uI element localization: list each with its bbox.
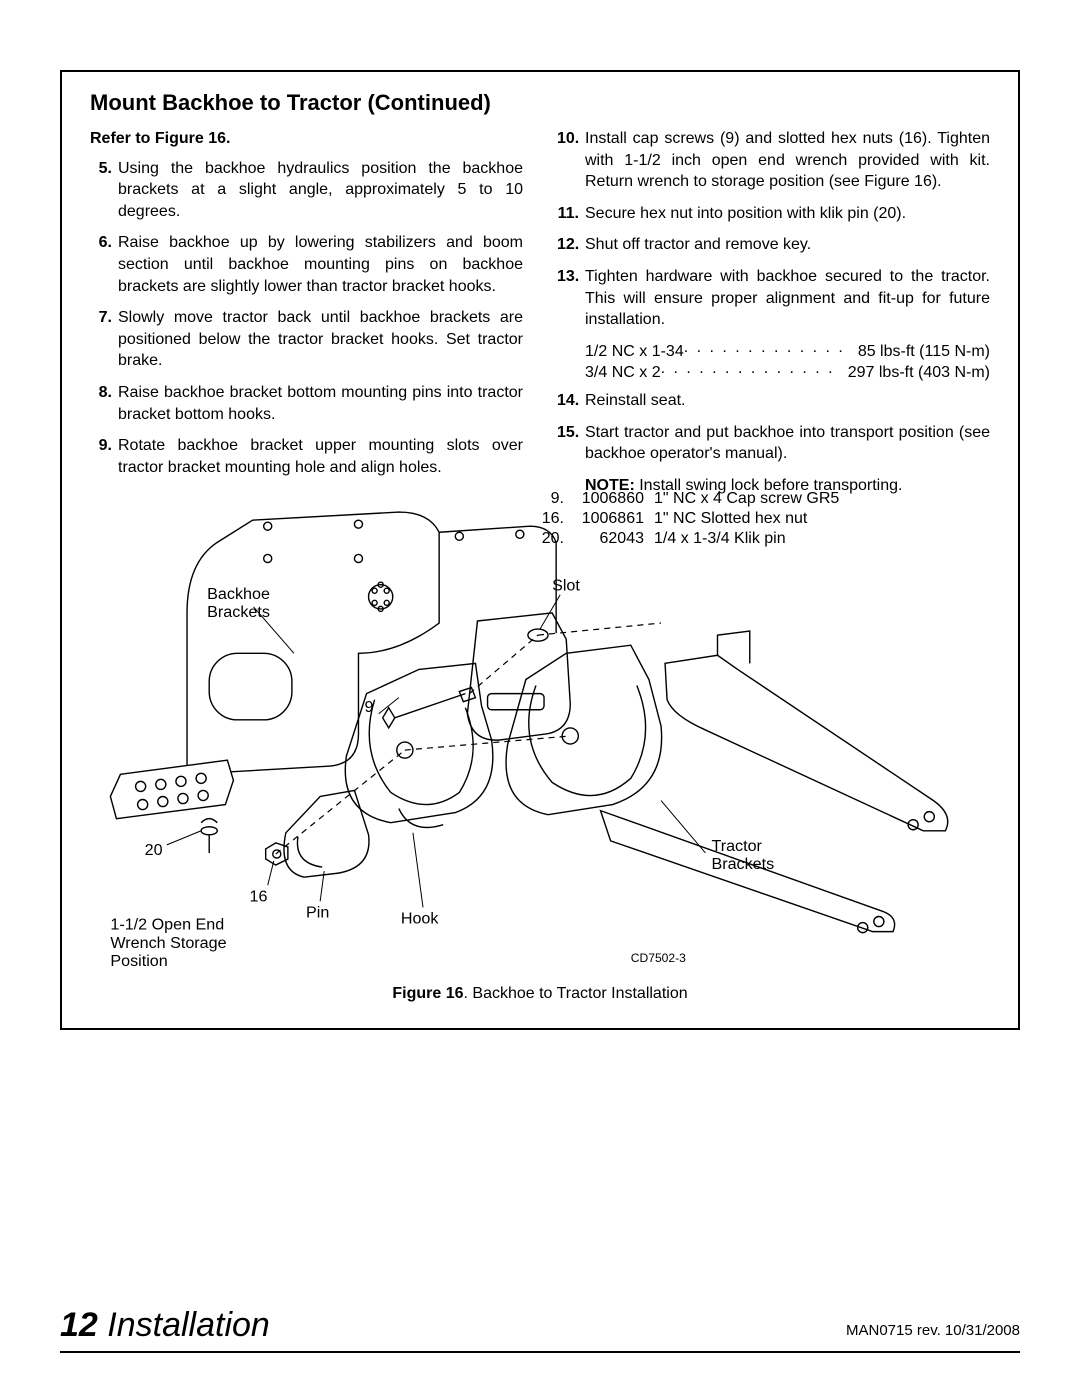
- label-tractor-2: Brackets: [711, 855, 774, 873]
- step-item: 14.Reinstall seat.: [557, 390, 990, 412]
- step-item: 6.Raise backhoe up by lowering stabilize…: [90, 232, 523, 297]
- drawing-id: CD7502-3: [631, 951, 686, 965]
- label-tractor-1: Tractor: [711, 837, 762, 855]
- step-number: 6.: [90, 232, 118, 297]
- label-pin: Pin: [306, 904, 329, 922]
- right-column: 10.Install cap screws (9) and slotted he…: [557, 128, 990, 496]
- step-number: 12.: [557, 234, 585, 256]
- footer-section: Installation: [107, 1306, 270, 1344]
- part-desc: 1" NC Slotted hex nut: [654, 510, 880, 528]
- step-item: 8.Raise backhoe bracket bottom mounting …: [90, 382, 523, 425]
- torque-row: 1/2 NC x 1-34 85 lbs-ft (115 N-m): [585, 341, 990, 363]
- step-number: 5.: [90, 158, 118, 223]
- label-20: 20: [145, 841, 163, 859]
- two-column-body: Refer to Figure 16. 5.Using the backhoe …: [90, 128, 990, 496]
- part-desc: 1" NC x 4 Cap screw GR5: [654, 490, 880, 508]
- step-text: Using the backhoe hydraulics position th…: [118, 158, 523, 223]
- left-step-list: 5.Using the backhoe hydraulics position …: [90, 158, 523, 479]
- part-num: 16.: [540, 510, 570, 528]
- step-number: 10.: [557, 128, 585, 193]
- torque-value: 85 lbs-ft (115 N-m): [852, 341, 990, 363]
- step-number: 13.: [557, 266, 585, 331]
- step-item: 13.Tighten hardware with backhoe secured…: [557, 266, 990, 331]
- step-item: 9.Rotate backhoe bracket upper mounting …: [90, 435, 523, 478]
- page-footer: 12 Installation MAN0715 rev. 10/31/2008: [60, 1293, 1020, 1353]
- step-item: 7.Slowly move tractor back until backhoe…: [90, 307, 523, 372]
- step-text: Raise backhoe bracket bottom mounting pi…: [118, 382, 523, 425]
- figure-caption-text: . Backhoe to Tractor Installation: [464, 985, 688, 1002]
- step-number: 15.: [557, 422, 585, 465]
- section-title: Mount Backhoe to Tractor (Continued): [90, 90, 990, 116]
- part-code: 62043: [570, 530, 654, 548]
- manual-page: Mount Backhoe to Tractor (Continued) Ref…: [0, 0, 1080, 1397]
- right-step-list-b: 14.Reinstall seat.15.Start tractor and p…: [557, 390, 990, 465]
- torque-lead: 1/2 NC x 1-34: [585, 341, 684, 363]
- step-number: 11.: [557, 203, 585, 225]
- label-backhoe-brackets-1: Backhoe: [207, 585, 270, 603]
- footer-left: 12 Installation: [60, 1306, 270, 1345]
- part-row: 20.620431/4 x 1-3/4 Klik pin: [540, 530, 880, 548]
- step-text: Raise backhoe up by lowering stabilizers…: [118, 232, 523, 297]
- exploded-diagram: Backhoe Brackets Slot 9 20 16 Pin Hook T…: [90, 502, 990, 976]
- step-item: 5.Using the backhoe hydraulics position …: [90, 158, 523, 223]
- part-num: 9.: [540, 490, 570, 508]
- part-num: 20.: [540, 530, 570, 548]
- step-text: Tighten hardware with backhoe secured to…: [585, 266, 990, 331]
- torque-dots: [684, 341, 852, 363]
- torque-dots: [661, 362, 842, 384]
- label-wrench-2: Wrench Storage: [110, 934, 226, 952]
- step-item: 10.Install cap screws (9) and slotted he…: [557, 128, 990, 193]
- label-wrench-3: Position: [110, 952, 167, 970]
- step-text: Install cap screws (9) and slotted hex n…: [585, 128, 990, 193]
- step-text: Slowly move tractor back until backhoe b…: [118, 307, 523, 372]
- footer-page-number: 12: [60, 1306, 98, 1344]
- torque-lead: 3/4 NC x 2: [585, 362, 661, 384]
- refer-line: Refer to Figure 16.: [90, 128, 523, 150]
- label-9: 9: [365, 698, 374, 716]
- step-text: Start tractor and put backhoe into trans…: [585, 422, 990, 465]
- label-backhoe-brackets-2: Brackets: [207, 603, 270, 621]
- part-code: 1006861: [570, 510, 654, 528]
- label-slot: Slot: [552, 577, 580, 595]
- step-item: 12.Shut off tractor and remove key.: [557, 234, 990, 256]
- part-row: 9.10068601" NC x 4 Cap screw GR5: [540, 490, 880, 508]
- step-text: Secure hex nut into position with klik p…: [585, 203, 990, 225]
- step-item: 11.Secure hex nut into position with kli…: [557, 203, 990, 225]
- step-item: 15.Start tractor and put backhoe into tr…: [557, 422, 990, 465]
- torque-spec-block: 1/2 NC x 1-3485 lbs-ft (115 N-m)3/4 NC x…: [585, 341, 990, 384]
- figure-caption: Figure 16. Backhoe to Tractor Installati…: [90, 985, 990, 1003]
- step-number: 8.: [90, 382, 118, 425]
- right-step-list-a: 10.Install cap screws (9) and slotted he…: [557, 128, 990, 331]
- part-desc: 1/4 x 1-3/4 Klik pin: [654, 530, 880, 548]
- content-frame: Mount Backhoe to Tractor (Continued) Ref…: [60, 70, 1020, 1030]
- parts-list: 9.10068601" NC x 4 Cap screw GR5 16.10068…: [540, 490, 880, 550]
- label-hook: Hook: [401, 910, 440, 928]
- step-number: 14.: [557, 390, 585, 412]
- step-text: Shut off tractor and remove key.: [585, 234, 990, 256]
- figure-area: 9.10068601" NC x 4 Cap screw GR516.10068…: [90, 502, 990, 1004]
- torque-value: 297 lbs-ft (403 N-m): [842, 362, 990, 384]
- left-column: Refer to Figure 16. 5.Using the backhoe …: [90, 128, 523, 496]
- step-number: 7.: [90, 307, 118, 372]
- torque-row: 3/4 NC x 2 297 lbs-ft (403 N-m): [585, 362, 990, 384]
- figure-caption-label: Figure 16: [392, 985, 463, 1002]
- step-number: 9.: [90, 435, 118, 478]
- step-text: Rotate backhoe bracket upper mounting sl…: [118, 435, 523, 478]
- part-code: 1006860: [570, 490, 654, 508]
- step-text: Reinstall seat.: [585, 390, 990, 412]
- part-row: 16.10068611" NC Slotted hex nut: [540, 510, 880, 528]
- label-wrench-1: 1-1/2 Open End: [110, 916, 224, 934]
- footer-revision: MAN0715 rev. 10/31/2008: [846, 1322, 1020, 1345]
- label-16: 16: [250, 887, 268, 905]
